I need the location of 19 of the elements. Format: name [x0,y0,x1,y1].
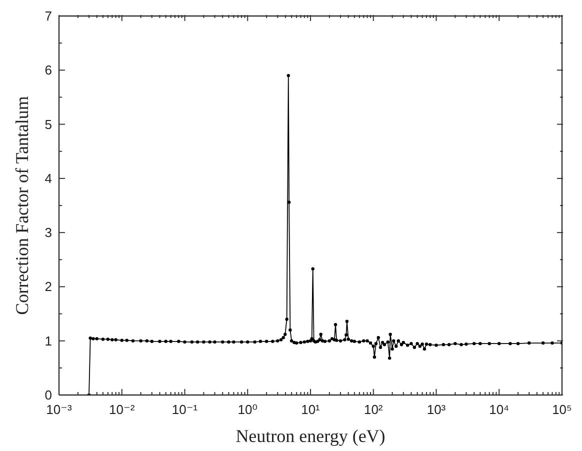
y-tick-label: 0 [44,388,52,402]
x-tick-label: 10⁻² [109,402,136,417]
x-tick-label: 10³ [426,402,446,417]
x-tick-label: 10² [364,402,384,417]
x-tick-label: 10⁴ [489,402,510,417]
y-tick-label: 2 [44,279,52,294]
x-axis-title: Neutron energy (eV) [236,426,386,446]
y-tick-label: 1 [44,333,52,348]
y-tick-label: 3 [44,225,52,240]
y-tick-label: 5 [44,116,52,132]
x-tick-label: 10⁻¹ [172,402,198,417]
y-axis-title: Correction Factor of Tantalum [12,96,32,315]
y-tick-label: 7 [44,8,52,24]
x-tick-label: 10⁵ [552,402,572,417]
y-tick-label: 4 [44,170,52,186]
x-tick-label: 10⁰ [238,402,258,417]
y-tick-label: 6 [44,62,52,78]
x-tick-label: 10⁻³ [46,402,72,417]
x-tick-label: 10¹ [301,402,321,417]
